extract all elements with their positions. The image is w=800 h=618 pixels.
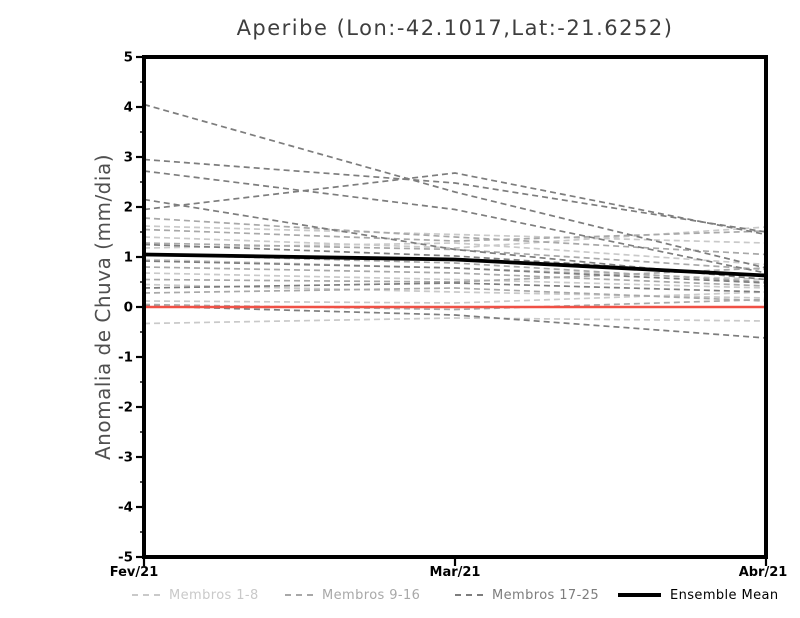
- legend: Membros 1-8 Membros 9-16 Membros 17-25 E…: [0, 586, 800, 606]
- ensemble-member-line: [143, 282, 767, 293]
- y-tick-label: 1: [124, 250, 133, 266]
- y-tick-label: -1: [118, 350, 133, 366]
- legend-label: Membros 9-16: [322, 587, 421, 603]
- dashed-line-sample-medium: [285, 594, 313, 596]
- ensemble-member-line: [143, 305, 767, 339]
- ensemble-member-line: [143, 317, 767, 325]
- solid-line-sample-black: [618, 593, 661, 597]
- x-tick-label: Abr/21: [739, 565, 788, 580]
- ensemble-member-line: [143, 243, 767, 277]
- legend-item-membros-17-25: Membros 17-25: [455, 586, 599, 604]
- ensemble-member-line: [143, 103, 767, 269]
- ensemble-member-line: [143, 228, 767, 242]
- y-tick-label: -3: [118, 450, 133, 466]
- ensemble-member-line: [143, 267, 767, 283]
- legend-label: Membros 1-8: [169, 587, 259, 603]
- x-tick-label: Mar/21: [430, 565, 481, 580]
- ensemble-member-line: [143, 225, 767, 244]
- legend-item-ensemble-mean: Ensemble Mean: [618, 586, 779, 604]
- y-tick-label: -5: [118, 550, 133, 566]
- x-tick-label: Fev/21: [110, 565, 158, 580]
- ensemble-member-line: [143, 170, 767, 274]
- chart-title: Aperibe (Lon:-42.1017,Lat:-21.6252): [236, 16, 674, 40]
- ensemble-member-line: [143, 287, 767, 302]
- dashed-line-sample-light: [132, 594, 160, 596]
- y-tick-label: 3: [124, 150, 133, 166]
- y-tick-label: 0: [124, 300, 133, 316]
- legend-label: Ensemble Mean: [670, 587, 779, 603]
- ensemble-member-line: [143, 226, 767, 249]
- ensemble-member-line: [143, 266, 767, 287]
- y-tick-label: -2: [118, 400, 133, 416]
- ensemble-member-line: [143, 272, 767, 289]
- ensemble-member-line: [143, 242, 767, 266]
- legend-item-membros-1-8: Membros 1-8: [132, 586, 259, 604]
- y-tick-label: 2: [124, 200, 133, 216]
- legend-label: Membros 17-25: [492, 587, 600, 603]
- plot-frame: [142, 55, 768, 559]
- ensemble-member-line: [143, 217, 767, 256]
- dashed-line-sample-dark: [455, 594, 483, 596]
- ensemble-member-line: [143, 260, 767, 284]
- legend-item-membros-9-16: Membros 9-16: [285, 586, 420, 604]
- y-tick-label: 5: [124, 50, 133, 66]
- ensemble-member-line: [143, 158, 767, 233]
- y-tick-label: 4: [124, 100, 133, 116]
- ensemble-mean-line: [143, 252, 767, 278]
- ensemble-member-line: [143, 291, 767, 304]
- y-tick-label: -4: [118, 500, 133, 516]
- y-axis-title: Anomalia de Chuva (mm/dia): [91, 154, 115, 460]
- ensemble-member-line: [143, 172, 767, 236]
